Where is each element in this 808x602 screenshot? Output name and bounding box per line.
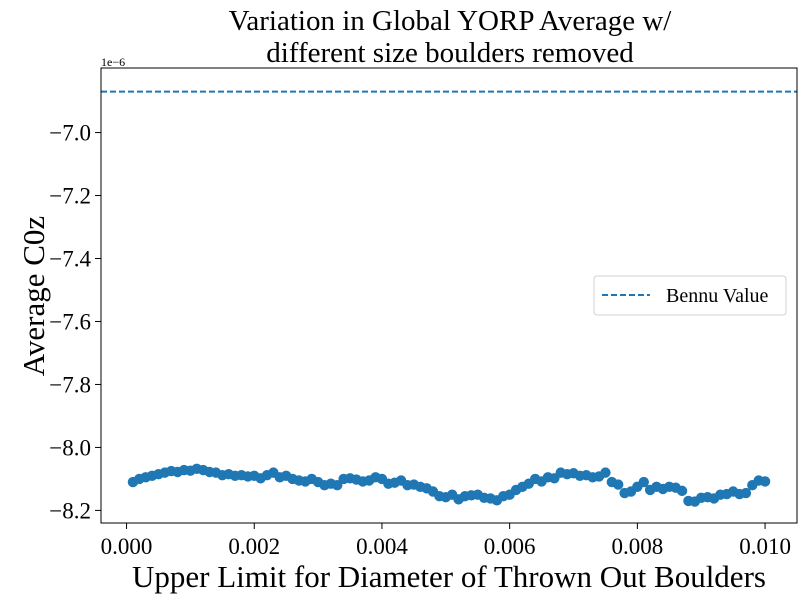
x-tick-label: 0.002: [228, 534, 280, 559]
x-tick-label: 0.006: [484, 534, 536, 559]
y-tick-label: −7.2: [49, 184, 91, 209]
x-tick-label: 0.004: [356, 534, 408, 559]
data-point: [332, 480, 343, 491]
y-tick-label: −7.8: [49, 372, 91, 397]
legend-label-bennu: Bennu Value: [666, 285, 769, 307]
y-axis-label: Average C0z: [16, 216, 51, 376]
plot-frame: [100, 67, 798, 524]
y-tick-label: −7.0: [49, 121, 91, 146]
x-tick-label: 0.000: [101, 534, 153, 559]
x-tick-label: 0.008: [611, 534, 663, 559]
data-point: [759, 476, 771, 487]
data-point: [740, 487, 752, 499]
y-offset-label: 1e−6: [101, 55, 125, 69]
plot-area: [101, 90, 797, 507]
data-point: [600, 467, 611, 478]
legend: Bennu Value: [593, 275, 787, 316]
y-tick-label: −8.0: [49, 435, 91, 460]
chart-title-line-2: different size boulders removed: [266, 37, 634, 69]
data-point: [676, 485, 688, 497]
y-tick-label: −8.2: [49, 498, 91, 523]
axis-ticks: 0.000 0.002 0.004 0.006 0.008 0.010 −7.0 −7.2 −7…: [49, 121, 791, 559]
chart-title-line-1: Variation in Global YORP Average w/: [229, 5, 673, 37]
data-point: [613, 479, 624, 490]
data-point: [638, 476, 649, 488]
y-tick-label: −7.6: [49, 309, 91, 334]
x-tick-label: 0.010: [739, 534, 791, 559]
y-tick-label: −7.4: [49, 247, 91, 272]
x-axis-label: Upper Limit for Diameter of Thrown Out B…: [132, 559, 766, 594]
legend-box: [593, 275, 787, 316]
